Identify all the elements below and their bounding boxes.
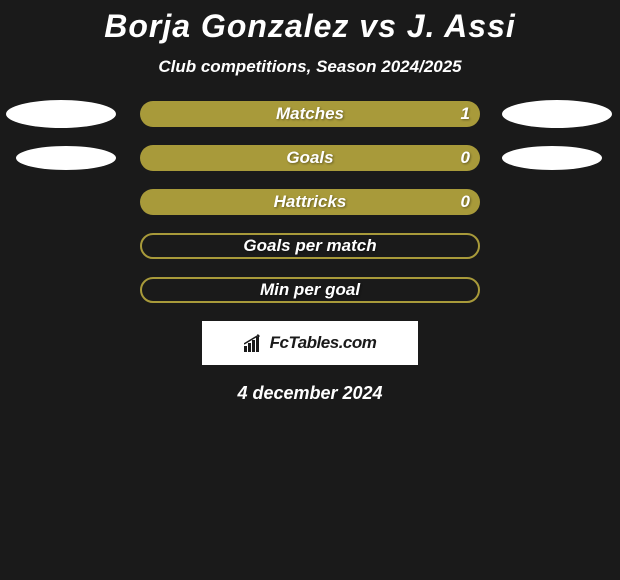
main-container: Borja Gonzalez vs J. Assi Club competiti…: [0, 0, 620, 404]
page-title: Borja Gonzalez vs J. Assi: [104, 8, 516, 45]
stat-label: Hattricks: [274, 192, 347, 212]
stat-value: 0: [461, 148, 470, 168]
stat-label: Matches: [276, 104, 344, 124]
stat-value: 0: [461, 192, 470, 212]
stat-row: Hattricks 0: [0, 189, 620, 215]
stat-bar-goals: Goals 0: [140, 145, 480, 171]
stat-bar-matches: Matches 1: [140, 101, 480, 127]
logo-box: FcTables.com: [202, 321, 418, 365]
stat-label: Min per goal: [260, 280, 360, 300]
left-ellipse-icon: [16, 146, 116, 170]
stat-row: Matches 1: [0, 101, 620, 127]
bar-chart-icon: [244, 334, 264, 352]
right-ellipse-icon: [502, 146, 602, 170]
stat-row: Min per goal: [0, 277, 620, 303]
stats-section: Matches 1 Goals 0 Hattricks 0 Goals per …: [0, 101, 620, 303]
stat-bar-min-per-goal: Min per goal: [140, 277, 480, 303]
right-ellipse-icon: [502, 100, 612, 128]
stat-row: Goals per match: [0, 233, 620, 259]
stat-value: 1: [461, 104, 470, 124]
stat-row: Goals 0: [0, 145, 620, 171]
stat-bar-hattricks: Hattricks 0: [140, 189, 480, 215]
date-text: 4 december 2024: [237, 383, 382, 404]
subtitle-text: Club competitions, Season 2024/2025: [158, 57, 461, 77]
stat-label: Goals: [286, 148, 333, 168]
stat-bar-goals-per-match: Goals per match: [140, 233, 480, 259]
logo-text: FcTables.com: [270, 333, 377, 353]
left-ellipse-icon: [6, 100, 116, 128]
stat-label: Goals per match: [243, 236, 376, 256]
